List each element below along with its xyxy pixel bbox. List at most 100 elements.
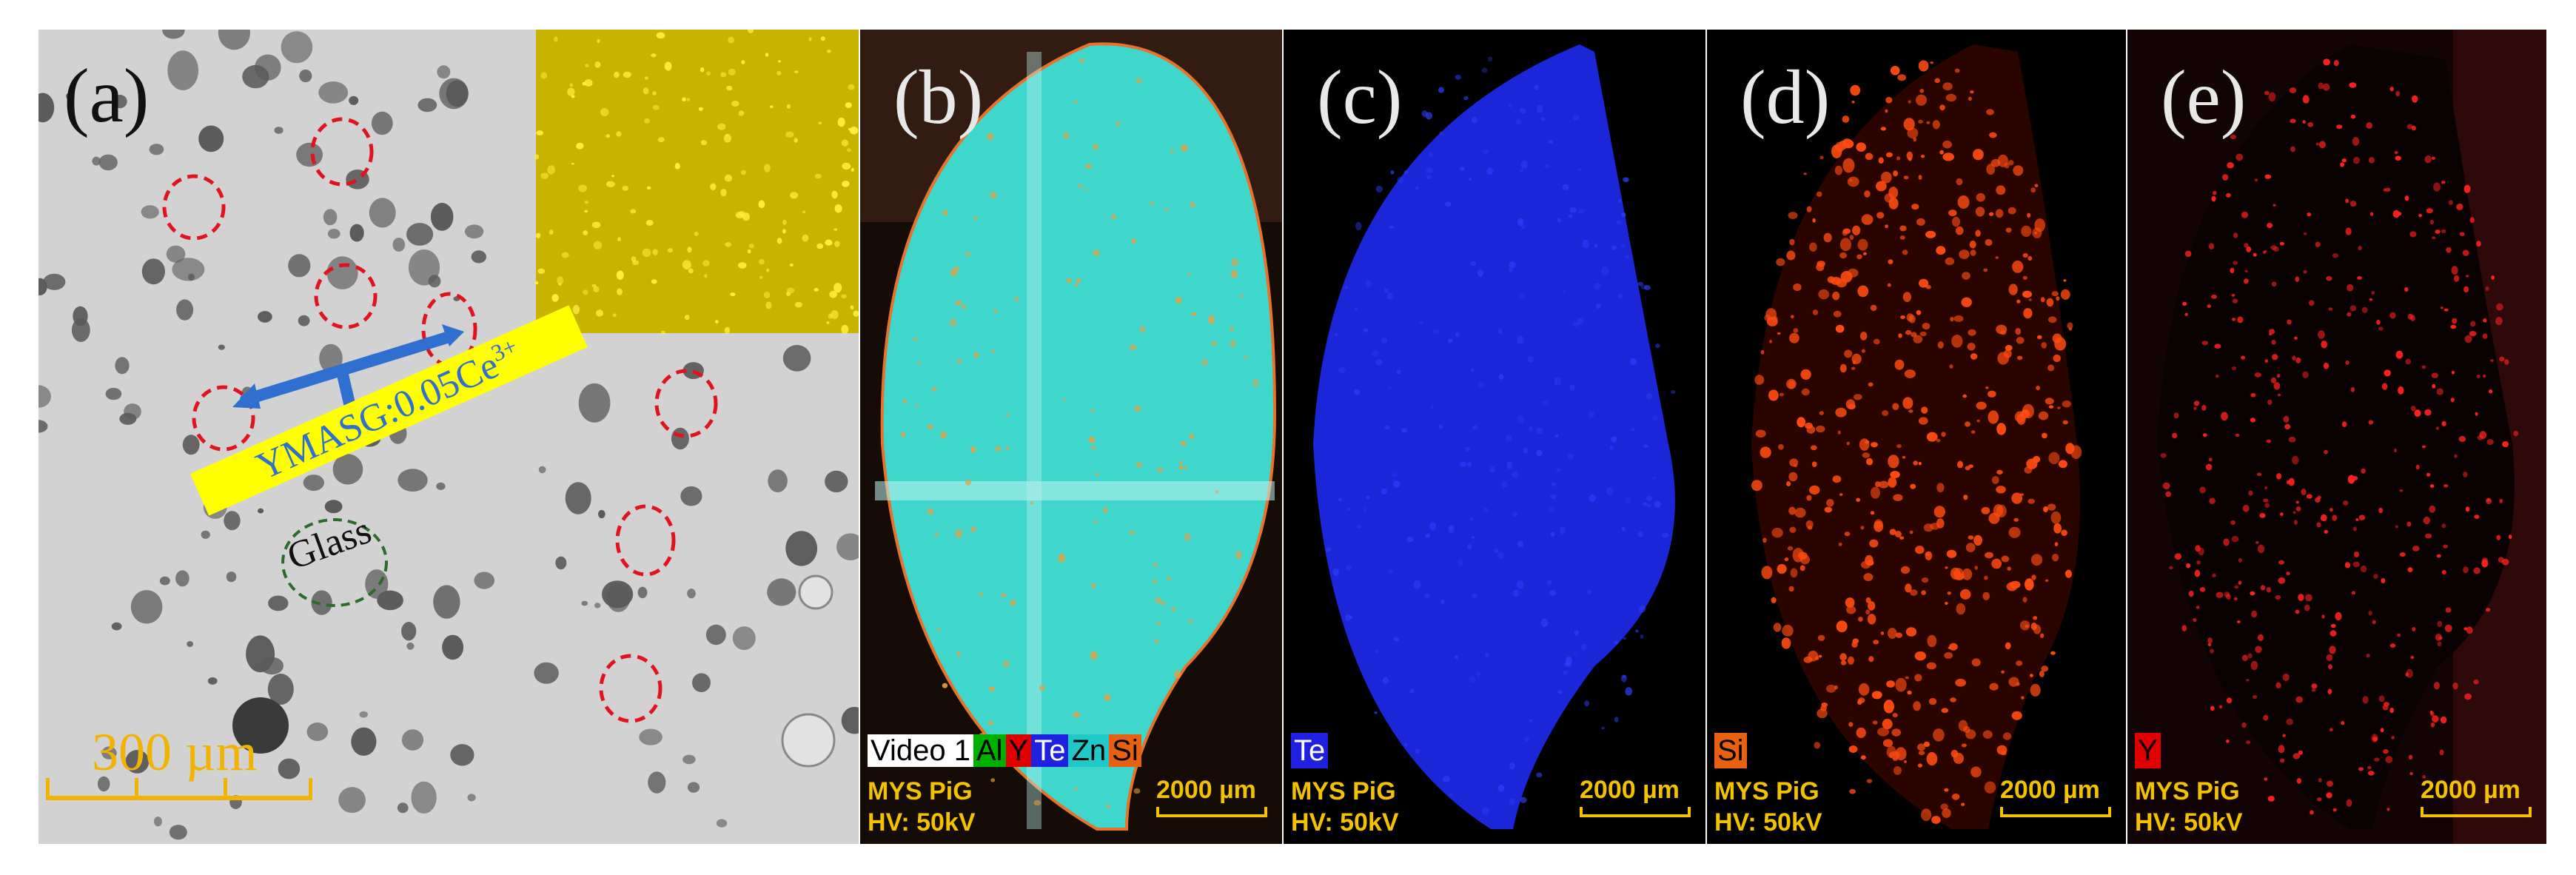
texture-speck xyxy=(1955,678,1966,687)
texture-speck xyxy=(1356,524,1362,529)
texture-speck xyxy=(1954,68,1960,73)
texture-speck xyxy=(2211,294,2217,299)
texture-speck xyxy=(956,651,961,657)
texture-speck xyxy=(1754,375,1765,385)
texture-speck xyxy=(2222,174,2229,181)
texture-speck xyxy=(1861,214,1874,225)
texture-speck xyxy=(549,229,554,235)
texture-speck xyxy=(1969,241,1976,249)
texture-speck xyxy=(956,358,962,364)
texture-speck xyxy=(1893,757,1898,761)
texture-speck xyxy=(1557,218,1561,223)
texture-speck xyxy=(1888,197,1899,209)
texture-speck xyxy=(1638,605,1646,613)
panel-c-scale-text: 2000 µm xyxy=(1580,776,1680,804)
texture-speck xyxy=(1919,278,1929,288)
texture-speck xyxy=(1588,411,1594,418)
texture-speck xyxy=(965,252,971,257)
texture-speck xyxy=(2473,567,2481,574)
texture-speck xyxy=(2276,374,2281,378)
texture-speck xyxy=(1976,401,1987,410)
texture-speck xyxy=(716,819,728,828)
texture-speck xyxy=(2429,220,2435,225)
texture-speck xyxy=(130,590,163,624)
texture-speck xyxy=(826,321,830,324)
texture-speck xyxy=(1389,225,1394,229)
texture-speck xyxy=(288,254,311,278)
y-element-map xyxy=(2127,30,2546,844)
texture-speck xyxy=(2456,204,2463,210)
texture-speck xyxy=(2238,557,2242,563)
texture-speck xyxy=(2263,714,2269,721)
texture-speck xyxy=(1467,462,1472,467)
texture-speck xyxy=(740,170,746,175)
texture-speck xyxy=(1806,206,1812,212)
texture-speck xyxy=(1497,552,1504,559)
texture-speck xyxy=(1789,332,1799,343)
panel-b-eds-overlay: (b) Video 1 Al Y Te Zn Si MYS PiG HV: 50kV 20… xyxy=(860,30,1282,844)
texture-speck xyxy=(1625,687,1633,696)
texture-speck xyxy=(2022,597,2027,603)
texture-speck xyxy=(1498,374,1504,380)
texture-speck xyxy=(324,500,343,514)
texture-speck xyxy=(1091,445,1096,451)
texture-speck xyxy=(1851,641,1858,648)
texture-speck xyxy=(1625,255,1630,259)
texture-speck xyxy=(1933,728,1945,742)
texture-speck xyxy=(1890,66,1900,76)
texture-speck xyxy=(656,32,665,39)
texture-speck xyxy=(2188,590,2194,597)
texture-speck xyxy=(1623,674,1626,679)
texture-speck xyxy=(311,590,332,615)
texture-speck xyxy=(1974,566,1978,570)
texture-speck xyxy=(1902,249,1908,255)
texture-speck xyxy=(2318,141,2326,149)
texture-speck xyxy=(2002,732,2012,740)
texture-speck xyxy=(651,53,657,58)
texture-speck xyxy=(1996,745,2008,755)
texture-speck xyxy=(2441,523,2446,529)
texture-speck xyxy=(1888,187,1899,199)
texture-speck xyxy=(1482,807,1489,815)
texture-speck xyxy=(1505,435,1512,441)
texture-speck xyxy=(2432,715,2439,723)
texture-speck xyxy=(1920,155,1925,158)
texture-speck xyxy=(1867,614,1876,625)
texture-speck xyxy=(1902,397,1913,409)
texture-speck xyxy=(965,479,971,486)
texture-speck xyxy=(2290,118,2296,124)
texture-speck xyxy=(1517,415,1524,423)
texture-speck xyxy=(540,172,549,179)
texture-speck xyxy=(765,53,769,57)
texture-speck xyxy=(2424,155,2432,164)
texture-speck xyxy=(2395,155,2401,161)
texture-speck xyxy=(1184,466,1188,471)
texture-speck xyxy=(2237,620,2241,623)
texture-speck xyxy=(1870,511,1875,515)
texture-speck xyxy=(802,234,809,242)
texture-speck xyxy=(1525,737,1529,742)
texture-speck xyxy=(125,750,150,774)
texture-speck xyxy=(1885,109,1888,113)
texture-speck xyxy=(1896,444,1902,449)
texture-speck xyxy=(1914,651,1926,661)
texture-speck xyxy=(1640,634,1644,639)
texture-speck xyxy=(2268,92,2276,101)
texture-speck xyxy=(1771,527,1783,538)
texture-speck xyxy=(2441,181,2446,184)
texture-speck xyxy=(1396,369,1401,375)
texture-speck xyxy=(1617,198,1622,204)
texture-speck xyxy=(1937,341,1944,349)
texture-speck xyxy=(1941,432,1946,438)
texture-speck xyxy=(246,635,275,673)
texture-speck xyxy=(2244,269,2248,272)
texture-speck xyxy=(1230,340,1236,348)
texture-speck xyxy=(2378,695,2385,703)
texture-speck xyxy=(2260,585,2266,591)
texture-speck xyxy=(851,167,854,172)
texture-speck xyxy=(2253,252,2257,257)
texture-speck xyxy=(1946,549,1957,558)
texture-speck xyxy=(1857,285,1869,298)
texture-speck xyxy=(2016,337,2025,344)
texture-speck xyxy=(1440,599,1445,605)
